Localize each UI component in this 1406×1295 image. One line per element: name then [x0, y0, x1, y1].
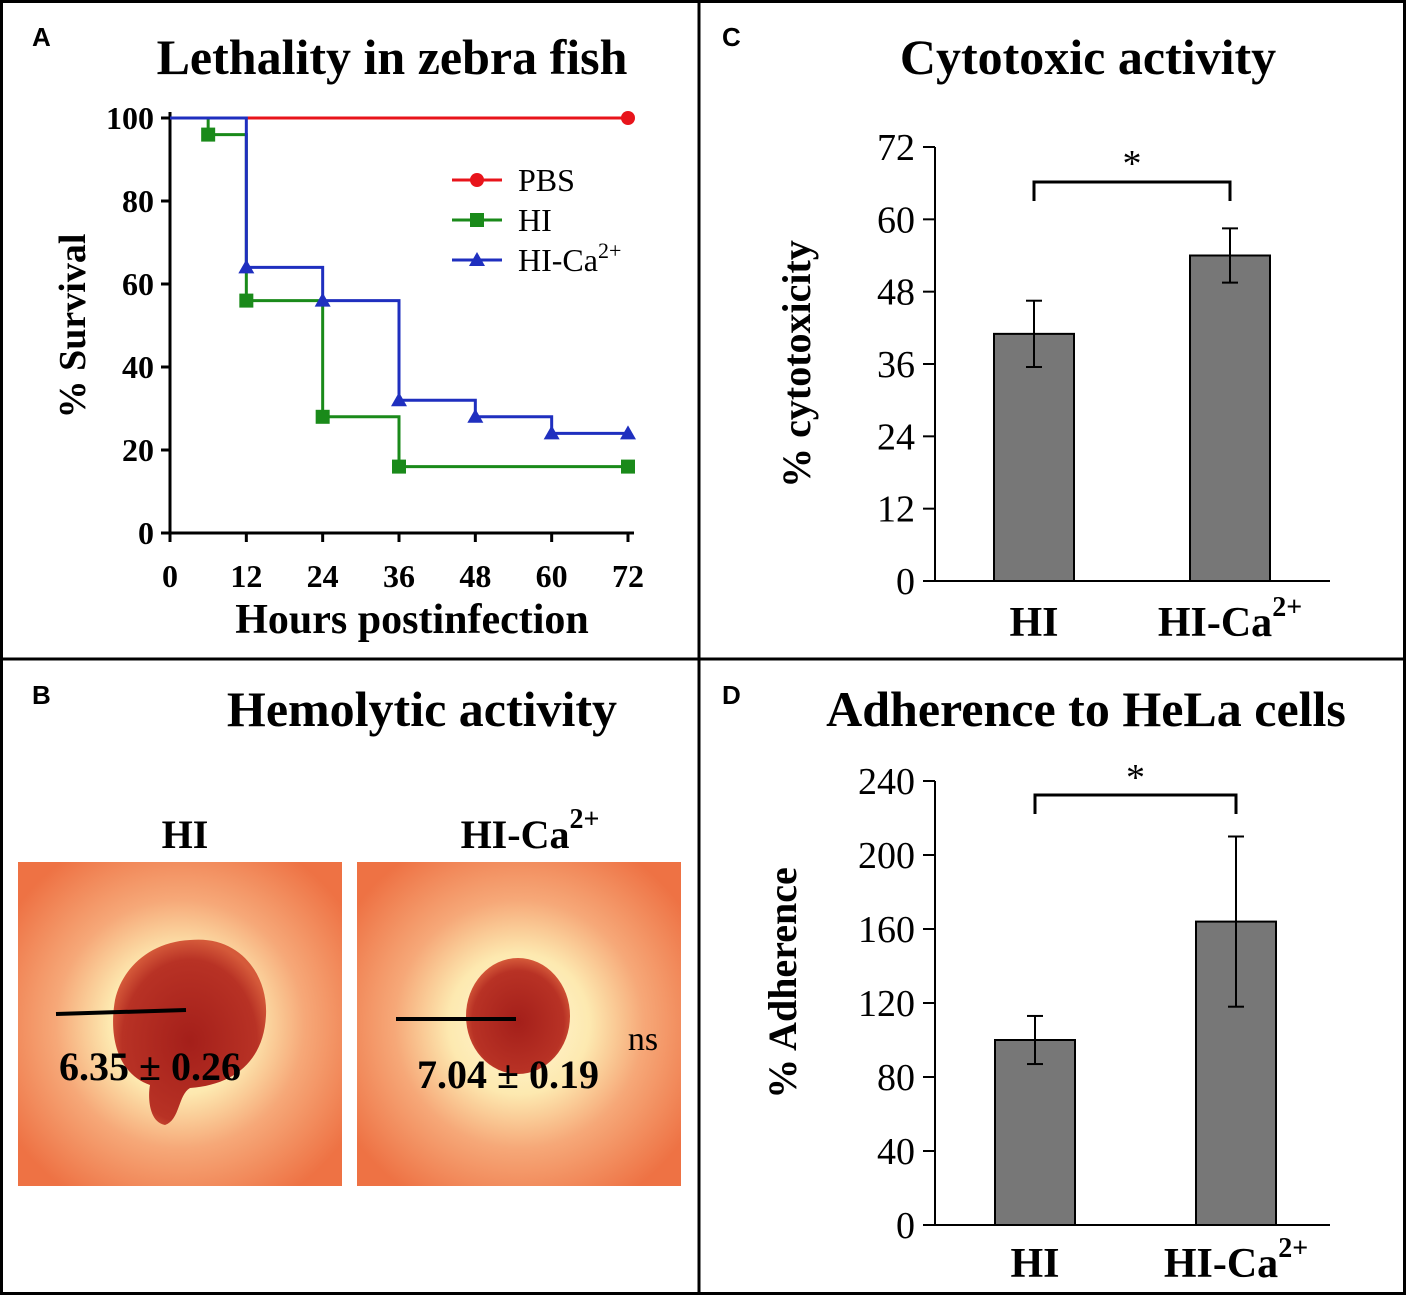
a-legend-sup: 2+ — [598, 238, 621, 263]
c-chart-category-label: HI — [1009, 600, 1058, 646]
panel-c-chart: 0 12 24 36 48 60 72 HI HI-Ca2+ * — [877, 127, 1330, 646]
d-chart-ytick-label: 200 — [858, 835, 915, 877]
panel-c: C Cytotoxic activity % cytotoxicity 0 12 2… — [722, 22, 1330, 646]
a-ytick-label: 20 — [122, 432, 154, 468]
a-ytick-label: 40 — [122, 349, 154, 385]
a-xtick-label: 48 — [459, 558, 491, 594]
panel-b-title: Hemolytic activity — [227, 681, 617, 737]
c-chart-bar-1 — [1189, 254, 1271, 582]
a-legend-marker — [469, 252, 485, 266]
panel-b-label: B — [32, 680, 51, 710]
plate-hica-value: 7.04 ± 0.19 — [417, 1052, 599, 1097]
d-chart-category-label: HI — [1010, 1241, 1059, 1287]
a-point — [620, 425, 636, 440]
a-point — [315, 409, 330, 424]
plate-hi-value: 6.35 ± 0.26 — [59, 1044, 241, 1089]
a-series-1 — [170, 116, 635, 474]
d-chart-ytick-label: 40 — [877, 1131, 915, 1173]
c-chart-significance-bracket — [1032, 180, 1232, 201]
d-chart-ytick-label: 120 — [858, 983, 915, 1025]
c-chart-ytick-label: 12 — [877, 489, 915, 531]
panel-a-title: Lethality in zebra fish — [157, 29, 628, 85]
c-chart-bar-0 — [993, 332, 1075, 582]
a-ytick-label: 0 — [138, 515, 154, 551]
a-ytick-label: 100 — [106, 100, 154, 136]
d-chart-significance-bracket — [1033, 793, 1238, 814]
a-legend-marker — [470, 173, 484, 187]
d-chart-bar-0 — [994, 1039, 1076, 1226]
plate-hi-label: HI — [162, 812, 209, 857]
panel-d-title: Adherence to HeLa cells — [826, 681, 1346, 737]
c-chart-ytick-label: 0 — [896, 561, 915, 603]
panel-b: B Hemolytic activity HI 6.35 ± 0.26 HI-C… — [18, 680, 681, 1186]
a-point — [239, 293, 254, 308]
a-point — [238, 259, 255, 274]
d-chart-ytick-label: 80 — [877, 1057, 915, 1099]
lysis-zone-hi — [113, 939, 267, 1125]
panel-d-ylabel: % Adherence — [760, 867, 805, 1098]
a-point — [621, 459, 635, 474]
a-point — [201, 127, 216, 142]
c-chart-ytick-label: 60 — [877, 199, 915, 241]
a-xtick-label: 0 — [162, 558, 178, 594]
panel-a-xlabel: Hours postinfection — [235, 597, 589, 643]
a-xtick-label: 72 — [612, 558, 644, 594]
a-ytick-label: 80 — [122, 183, 154, 219]
a-ytick-label: 60 — [122, 266, 154, 302]
panel-c-ylabel: % cytotoxicity — [774, 240, 819, 488]
panel-d: D Adherence to HeLa cells % Adherence 0 4… — [722, 680, 1346, 1287]
lysis-zone-hica — [466, 958, 570, 1074]
a-point — [543, 425, 560, 440]
plate-hica-label: HI-Ca2+ — [461, 804, 600, 857]
a-legend-label: HI — [518, 202, 552, 238]
diameter-line-hi — [55, 1008, 187, 1016]
panel-a: A Lethality in zebra fish % Survival Hou… — [32, 22, 644, 643]
a-xtick-label: 36 — [383, 558, 415, 594]
d-chart-ytick-label: 160 — [858, 909, 915, 951]
d-chart-ytick-label: 0 — [896, 1205, 915, 1247]
d-chart-category-sup: 2+ — [1278, 1233, 1308, 1264]
panel-a-label: A — [32, 22, 51, 52]
a-line-2 — [170, 116, 628, 435]
panel-d-label: D — [722, 680, 741, 710]
a-point — [314, 292, 331, 307]
a-point — [392, 459, 406, 474]
c-chart-category-label: HI-Ca2+ — [1158, 592, 1302, 646]
c-chart-ytick-label: 36 — [877, 344, 915, 386]
d-chart-category-label: HI-Ca2+ — [1164, 1233, 1308, 1287]
panel-a-series — [170, 111, 636, 474]
plate-hica-ns: ns — [628, 1021, 658, 1058]
panel-a-axes: 0 20 40 60 80 100 0 12 24 36 48 60 72 — [106, 100, 644, 594]
a-line-1 — [170, 116, 628, 469]
a-xtick-label: 12 — [230, 558, 262, 594]
panel-c-title: Cytotoxic activity — [900, 29, 1276, 85]
a-point — [391, 392, 407, 407]
plate-hi: HI 6.35 ± 0.26 — [18, 812, 342, 1186]
a-legend-label: HI-Ca2+ — [518, 238, 621, 278]
panel-a-ylabel: % Survival — [52, 234, 94, 419]
a-point — [467, 408, 484, 423]
a-point — [621, 111, 635, 125]
c-chart-ytick-label: 24 — [877, 416, 915, 458]
d-chart-ytick-label: 240 — [858, 761, 915, 803]
plate-hica: HI-Ca2+ 7.04 ± 0.19 ns — [357, 804, 681, 1186]
a-series-2 — [170, 116, 636, 440]
c-chart-significance-star: * — [1123, 143, 1142, 185]
c-chart-ytick-label: 48 — [877, 272, 915, 314]
a-xtick-label: 60 — [536, 558, 568, 594]
panel-c-label: C — [722, 22, 741, 52]
c-chart-ytick-label: 72 — [877, 127, 915, 169]
a-xtick-label: 24 — [307, 558, 339, 594]
a-legend-label: PBS — [518, 162, 575, 198]
a-legend-marker — [470, 213, 484, 227]
panel-d-chart: 0 40 80 120 160 200 240 HI HI-Ca2+ * — [858, 757, 1330, 1287]
c-chart-category-sup: 2+ — [1272, 592, 1302, 623]
d-chart-significance-star: * — [1126, 757, 1145, 799]
